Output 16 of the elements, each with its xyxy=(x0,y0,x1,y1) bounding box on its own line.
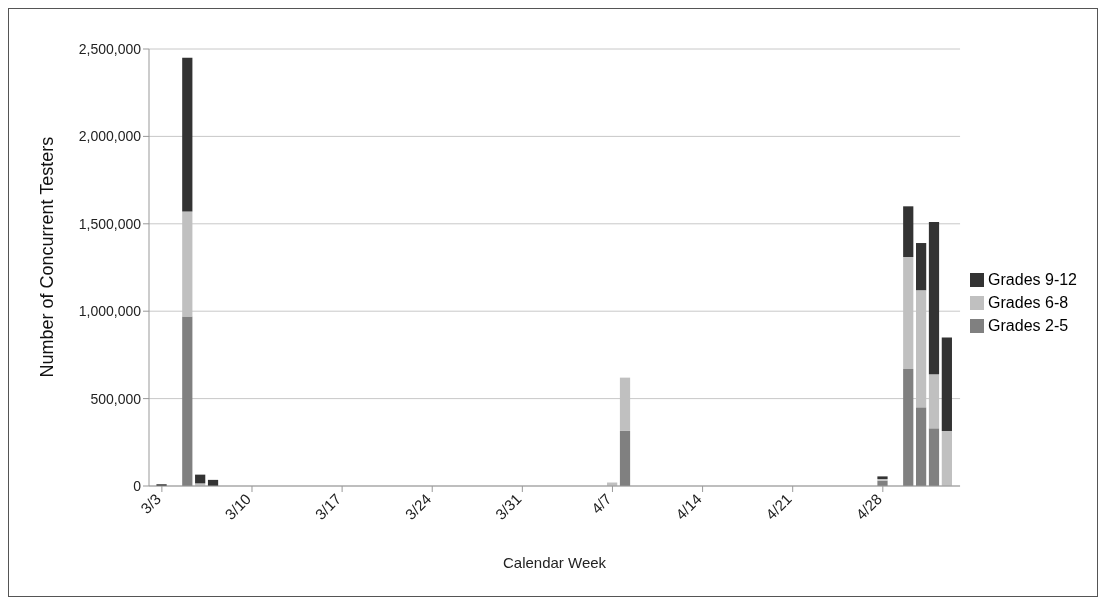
y-axis-title: Number of Concurrent Testers xyxy=(37,136,58,378)
x-tick-label: 3/24 xyxy=(401,490,435,523)
y-tick-label: 2,500,000 xyxy=(78,40,142,57)
x-axis-title: Calendar Week xyxy=(502,554,607,571)
x-tick-label: 4/21 xyxy=(762,490,795,523)
x-tick-label: 4/28 xyxy=(852,490,885,523)
legend-label: Grades 9-12 xyxy=(988,270,1077,289)
y-tick-label: 1,500,000 xyxy=(78,215,142,232)
y-tick-label: 2,000,000 xyxy=(78,128,142,145)
x-tick-label: 4/7 xyxy=(587,490,615,517)
x-tick-label: 3/31 xyxy=(491,490,525,523)
x-tick-label: 4/14 xyxy=(672,490,705,523)
legend-label: Grades 2-5 xyxy=(988,316,1069,335)
y-tick-label: 500,000 xyxy=(90,390,142,407)
legend-label: Grades 6-8 xyxy=(988,293,1069,312)
y-tick-label: 1,000,000 xyxy=(78,303,142,320)
